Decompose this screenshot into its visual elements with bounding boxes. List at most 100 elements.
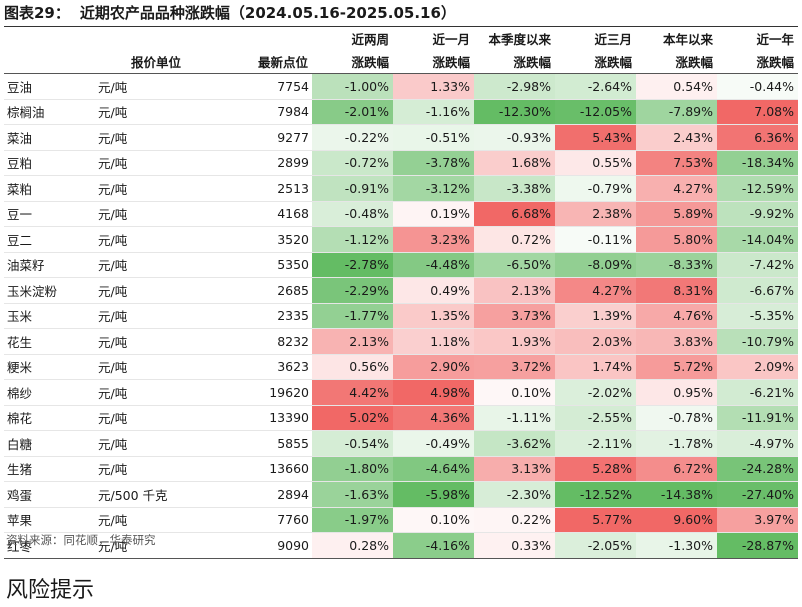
figure-title-text: 近期农产品品种涨跌幅（2024.05.16-2025.05.16）	[79, 4, 456, 22]
change-cell: 5.28%	[555, 456, 636, 482]
quote-unit: 元/吨	[98, 334, 128, 350]
change-cell: 1.68%	[474, 150, 555, 176]
change-cell: -2.98%	[474, 73, 555, 99]
change-cell: -24.28%	[717, 456, 798, 482]
change-cell: -8.33%	[636, 252, 717, 278]
figure-number: 图表29：	[4, 4, 70, 22]
commodity-name: 红枣	[7, 538, 33, 554]
table-row: 豆一 元/吨 4168 -0.48% 0.19% 6.68% 2.38% 5.89% -9.92…	[4, 201, 798, 227]
change-cell: -0.78%	[636, 405, 717, 431]
change-cell: -1.30%	[636, 532, 717, 558]
change-cell: -12.30%	[474, 99, 555, 125]
commodity-name: 棉花	[7, 411, 33, 427]
header-cell: 涨跌幅	[555, 50, 636, 74]
change-cell: -28.87%	[717, 532, 798, 558]
header-cell-point: 最新点位	[218, 50, 312, 74]
commodity-name: 白糖	[7, 436, 33, 452]
change-cell: -0.49%	[393, 430, 474, 456]
change-cell: 4.36%	[393, 405, 474, 431]
change-cell: -0.51%	[393, 124, 474, 150]
change-cell: -2.05%	[555, 532, 636, 558]
latest-point: 13390	[269, 410, 309, 426]
change-cell: -1.80%	[312, 456, 393, 482]
change-cell: -0.11%	[555, 226, 636, 252]
quote-unit: 元/吨	[98, 436, 128, 452]
commodity-name: 玉米淀粉	[7, 283, 58, 299]
change-cell: -10.79%	[717, 328, 798, 354]
quote-unit: 元/吨	[98, 232, 128, 248]
quote-unit: 元/吨	[98, 385, 128, 401]
header-cell: 涨跌幅	[393, 50, 474, 74]
latest-point: 19620	[269, 384, 309, 400]
quote-unit: 元/吨	[98, 156, 128, 172]
latest-point: 7754	[277, 78, 309, 94]
change-cell: -0.22%	[312, 124, 393, 150]
table-row: 油菜籽 元/吨 5350 -2.78% -4.48% -6.50% -8.09% -8.33%…	[4, 252, 798, 278]
table-row: 棉纱 元/吨 19620 4.42% 4.98% 0.10% -2.02% 0.95% -6.2…	[4, 379, 798, 405]
change-cell: 4.98%	[393, 379, 474, 405]
change-cell: 0.56%	[312, 354, 393, 380]
commodity-name: 棉纱	[7, 385, 33, 401]
quote-unit: 元/吨	[98, 538, 128, 554]
change-cell: 0.72%	[474, 226, 555, 252]
change-cell: -18.34%	[717, 150, 798, 176]
change-cell: 3.23%	[393, 226, 474, 252]
change-cell: 2.03%	[555, 328, 636, 354]
quote-unit: 元/吨	[98, 105, 128, 121]
change-cell: -4.48%	[393, 252, 474, 278]
commodity-name: 玉米	[7, 309, 33, 325]
change-cell: 1.39%	[555, 303, 636, 329]
latest-point: 5350	[277, 257, 309, 273]
quote-unit: 元/吨	[98, 360, 128, 376]
header-row-2: 报价单位 最新点位 涨跌幅 涨跌幅 涨跌幅 涨跌幅 涨跌幅 涨跌幅	[4, 50, 798, 74]
table-row: 红枣 元/吨 9090 0.28% -4.16% 0.33% -2.05% -1.30% -28…	[4, 532, 798, 558]
commodity-name: 豆一	[7, 207, 33, 223]
change-cell: -0.48%	[312, 201, 393, 227]
change-cell: 3.73%	[474, 303, 555, 329]
change-cell: 2.38%	[555, 201, 636, 227]
quote-unit: 元/吨	[98, 309, 128, 325]
change-cell: 0.55%	[555, 150, 636, 176]
header-cell: 涨跌幅	[312, 50, 393, 74]
change-cell: -2.78%	[312, 252, 393, 278]
latest-point: 4168	[277, 206, 309, 222]
change-cell: 6.68%	[474, 201, 555, 227]
change-cell: 7.53%	[636, 150, 717, 176]
change-cell: -0.93%	[474, 124, 555, 150]
table-row: 棕榈油 元/吨 7984 -2.01% -1.16% -12.30% -12.05% -7.8…	[4, 99, 798, 125]
change-cell: -12.52%	[555, 481, 636, 507]
latest-point: 7984	[277, 104, 309, 120]
change-cell: -1.97%	[312, 507, 393, 533]
change-cell: -6.67%	[717, 277, 798, 303]
change-cell: -1.00%	[312, 73, 393, 99]
change-cell: -0.91%	[312, 175, 393, 201]
table-row: 玉米淀粉 元/吨 2685 -2.29% 0.49% 2.13% 4.27% 8.31% -6.…	[4, 277, 798, 303]
change-cell: 8.31%	[636, 277, 717, 303]
change-cell: -2.01%	[312, 99, 393, 125]
change-cell: 0.95%	[636, 379, 717, 405]
change-cell: -4.16%	[393, 532, 474, 558]
table-row: 粳米 元/吨 3623 0.56% 2.90% 3.72% 1.74% 5.72% 2.09%	[4, 354, 798, 380]
change-cell: -9.92%	[717, 201, 798, 227]
change-cell: 6.72%	[636, 456, 717, 482]
table-row: 豆二 元/吨 3520 -1.12% 3.23% 0.72% -0.11% 5.80% -14.…	[4, 226, 798, 252]
change-cell: -0.72%	[312, 150, 393, 176]
change-cell: 0.33%	[474, 532, 555, 558]
change-cell: -14.04%	[717, 226, 798, 252]
latest-point: 9090	[277, 537, 309, 553]
header-cell: 本年以来	[662, 32, 713, 47]
change-cell: 3.97%	[717, 507, 798, 533]
change-cell: -2.55%	[555, 405, 636, 431]
change-cell: -11.91%	[717, 405, 798, 431]
change-cell: 5.80%	[636, 226, 717, 252]
change-cell: -4.64%	[393, 456, 474, 482]
change-cell: 1.18%	[393, 328, 474, 354]
change-cell: 4.27%	[555, 277, 636, 303]
change-cell: -14.38%	[636, 481, 717, 507]
change-cell: -3.12%	[393, 175, 474, 201]
table-row: 白糖 元/吨 5855 -0.54% -0.49% -3.62% -2.11% -1.78% -…	[4, 430, 798, 456]
change-cell: -3.62%	[474, 430, 555, 456]
change-cell: 1.93%	[474, 328, 555, 354]
quote-unit: 元/吨	[98, 181, 128, 197]
change-cell: 2.09%	[717, 354, 798, 380]
